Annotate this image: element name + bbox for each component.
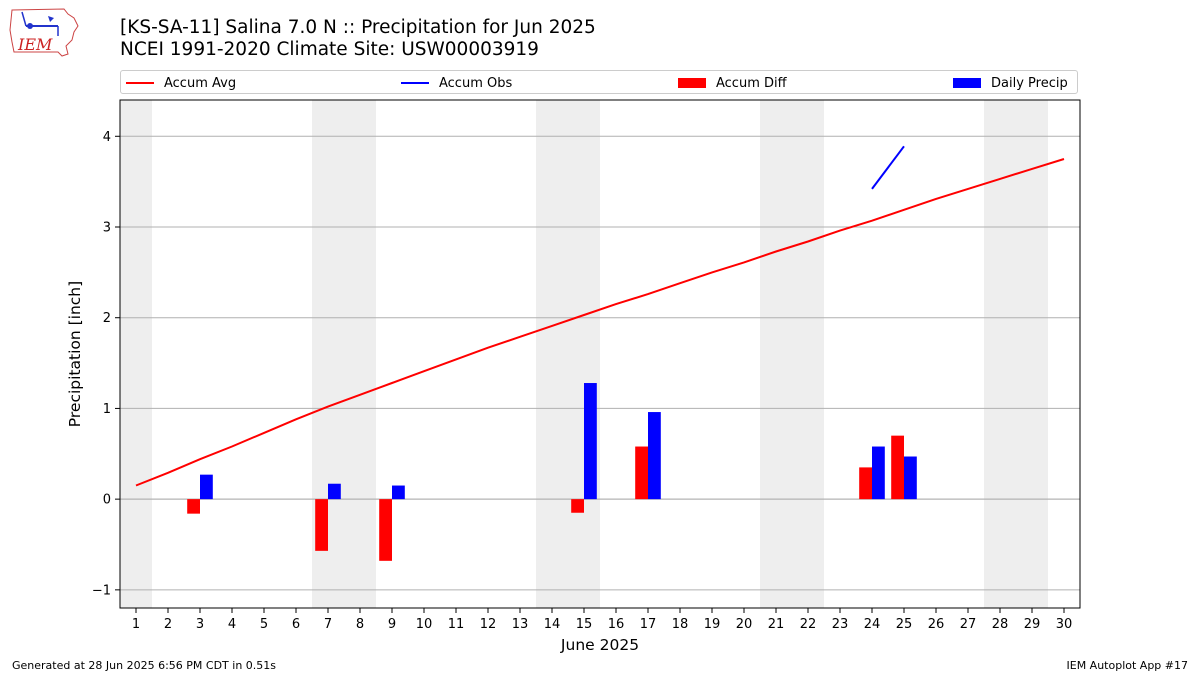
weekend-shade-1 (120, 100, 152, 608)
x-tick-label-18: 18 (672, 617, 689, 632)
legend-item-accum-diff: Accum Diff (678, 74, 787, 92)
daily-precip-bar-day-7 (328, 483, 341, 500)
x-tick-label-7: 7 (324, 617, 332, 632)
x-tick-label-28: 28 (992, 617, 1009, 632)
weekend-shade-4 (760, 100, 824, 608)
x-tick-label-15: 15 (576, 617, 593, 632)
accum-diff-bar-day-24 (859, 467, 872, 500)
footer-app-text: IEM Autoplot App #17 (1066, 659, 1189, 672)
legend-swatch-accum-diff (678, 78, 706, 88)
accum-obs-line (871, 145, 905, 190)
weekend-shade-5 (984, 100, 1048, 608)
legend: Accum Avg Accum Obs Accum Diff Daily Pre… (120, 70, 1078, 94)
accum-diff-bar-day-25 (891, 435, 904, 500)
iem-iowa-logo-icon: IEM (9, 8, 79, 57)
x-tick-label-3: 3 (196, 617, 204, 632)
x-tick-label-27: 27 (960, 617, 977, 632)
daily-precip-bar-day-9 (392, 485, 405, 500)
daily-precip-bar-day-17 (648, 412, 661, 500)
x-tick-label-26: 26 (928, 617, 945, 632)
x-tick-label-9: 9 (388, 617, 396, 632)
accum-diff-bar-day-15 (571, 499, 584, 513)
iem-logo: IEM (8, 6, 80, 58)
y-tick-label-1: 1 (103, 402, 111, 417)
legend-label-daily-precip: Daily Precip (991, 75, 1068, 91)
daily-precip-bar-day-25 (904, 456, 917, 500)
x-tick-label-14: 14 (544, 617, 561, 632)
accum-diff-bar-day-9 (379, 499, 392, 561)
x-tick-label-1: 1 (132, 617, 140, 632)
legend-item-accum-obs: Accum Obs (401, 74, 512, 92)
lines-group (135, 145, 1065, 487)
x-tick-label-5: 5 (260, 617, 268, 632)
accum-diff-bar-day-17 (635, 446, 648, 500)
x-tick-label-4: 4 (228, 617, 236, 632)
legend-item-accum-avg: Accum Avg (126, 74, 236, 92)
y-tick-label-3: 3 (103, 221, 111, 236)
weekend-shade-3 (536, 100, 600, 608)
x-tick-label-20: 20 (736, 617, 753, 632)
daily-precip-bar-day-3 (200, 474, 213, 500)
x-tick-label-13: 13 (512, 617, 529, 632)
chart-title: [KS-SA-11] Salina 7.0 N :: Precipitation… (120, 17, 596, 38)
legend-label-accum-avg: Accum Avg (164, 75, 237, 91)
x-tick-label-8: 8 (356, 617, 364, 632)
x-tick-label-21: 21 (768, 617, 785, 632)
daily-precip-bar-day-15 (584, 383, 597, 500)
legend-label-accum-diff: Accum Diff (716, 75, 787, 91)
x-tick-label-11: 11 (448, 617, 465, 632)
footer-generated-text: Generated at 28 Jun 2025 6:56 PM CDT in … (12, 659, 277, 672)
x-tick-label-19: 19 (704, 617, 721, 632)
y-tick-label--1: −1 (92, 583, 111, 598)
x-tick-label-2: 2 (164, 617, 172, 632)
logo-text: IEM (17, 35, 53, 54)
x-tick-label-10: 10 (416, 617, 433, 632)
accum-avg-line (135, 158, 1065, 487)
x-axis-title: June 2025 (560, 636, 639, 654)
y-axis-title: Precipitation [inch] (66, 281, 84, 427)
weekend-shading-group (120, 100, 1048, 608)
legend-swatch-accum-avg (126, 82, 154, 84)
legend-item-daily-precip: Daily Precip (953, 74, 1068, 92)
y-tick-label-0: 0 (103, 493, 111, 508)
y-tick-label-2: 2 (103, 311, 111, 326)
x-tick-label-6: 6 (292, 617, 300, 632)
legend-swatch-daily-precip (953, 78, 981, 88)
chart-subtitle: NCEI 1991-2020 Climate Site: USW00003919 (120, 39, 539, 60)
plot-frame (119, 99, 1081, 609)
x-tick-label-25: 25 (896, 617, 913, 632)
x-tick-label-17: 17 (640, 617, 657, 632)
x-tick-label-23: 23 (832, 617, 849, 632)
daily-precip-bar-day-24 (872, 446, 885, 500)
x-tick-label-16: 16 (608, 617, 625, 632)
x-tick-label-29: 29 (1024, 617, 1041, 632)
bars-group (187, 383, 917, 561)
legend-label-accum-obs: Accum Obs (439, 75, 513, 91)
accum-diff-bar-day-7 (315, 499, 328, 551)
x-tick-label-12: 12 (480, 617, 497, 632)
y-axis-ticks: −1 0 1 2 3 4 (92, 130, 120, 598)
x-tick-label-30: 30 (1056, 617, 1073, 632)
y-tick-label-4: 4 (103, 130, 111, 145)
x-tick-label-24: 24 (864, 617, 881, 632)
accum-diff-bar-day-3 (187, 499, 200, 514)
x-axis-ticks: 1 2 3 4 5 6 7 8 9 10 11 12 13 14 15 16 17 18 19 20 21 22 23 24 2… (132, 608, 1072, 632)
legend-swatch-accum-obs (401, 82, 429, 84)
x-tick-label-22: 22 (800, 617, 817, 632)
